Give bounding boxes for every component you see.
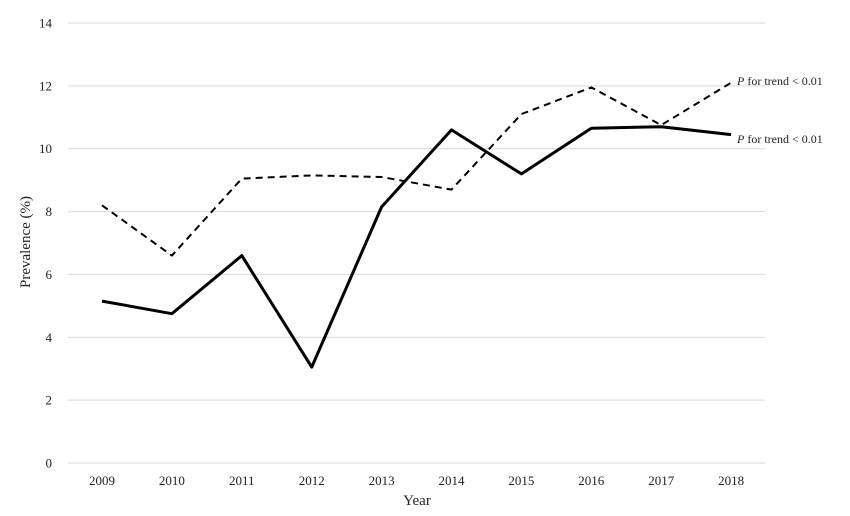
gridlines (68, 22, 765, 464)
annotation-p-symbol: P (736, 132, 745, 146)
y-tick-label: 10 (39, 141, 52, 156)
x-tick-label: 2011 (229, 473, 255, 488)
annotation-text: for trend < 0.01 (744, 132, 822, 146)
x-tick-labels: 2009 2010 2011 2012 2013 2014 2015 2016 2017 2018 (89, 473, 744, 488)
x-tick-label: 2009 (89, 473, 115, 488)
y-axis-title: Prevalence (%) (18, 196, 34, 288)
x-tick-label: 2012 (299, 473, 325, 488)
x-tick-label: 2015 (508, 473, 534, 488)
y-tick-label: 12 (39, 78, 52, 93)
y-tick-label: 14 (39, 16, 53, 31)
annotation-p-symbol: P (736, 74, 745, 88)
x-tick-label: 2017 (648, 473, 675, 488)
y-tick-label: 0 (46, 456, 53, 471)
x-axis-title: Year (403, 493, 431, 509)
x-tick-label: 2010 (159, 473, 185, 488)
series-line-dashed (101, 81, 732, 257)
y-tick-label: 4 (46, 330, 53, 345)
x-tick-label: 2014 (439, 473, 466, 488)
y-tick-labels: 0 2 4 6 8 10 12 14 (39, 16, 53, 471)
y-tick-label: 6 (46, 267, 53, 282)
x-tick-label: 2016 (578, 473, 605, 488)
annotation-dashed-trend: P for trend < 0.01 (736, 74, 823, 88)
annotation-text: for trend < 0.01 (744, 74, 822, 88)
y-tick-label: 8 (46, 204, 53, 219)
x-tick-label: 2018 (718, 473, 744, 488)
y-tick-label: 2 (46, 393, 53, 408)
annotation-solid-trend: P for trend < 0.01 (736, 132, 823, 146)
series-lines (101, 81, 732, 369)
series-line-solid (101, 125, 732, 369)
x-tick-label: 2013 (369, 473, 395, 488)
